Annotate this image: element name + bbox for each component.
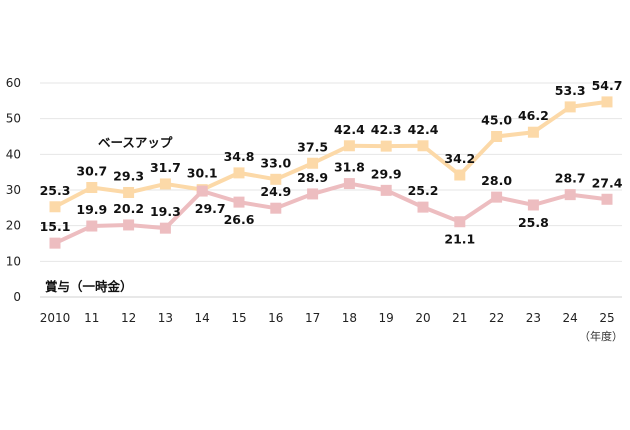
series-1-marker (123, 219, 135, 231)
data-label: 54.7 (592, 78, 623, 93)
series-0-marker (380, 140, 392, 152)
y-tick-label: 50 (6, 112, 21, 126)
data-label: 37.5 (297, 139, 328, 154)
y-tick-label: 10 (6, 254, 21, 268)
series-1-marker (233, 196, 245, 208)
data-label: 42.4 (408, 122, 439, 137)
series-1-marker (527, 199, 539, 211)
series-1-marker (159, 222, 171, 234)
data-label: 31.7 (150, 160, 181, 175)
series-1-marker (601, 193, 613, 205)
series-0-marker (49, 201, 61, 213)
data-label: 31.8 (334, 160, 365, 175)
series-0-marker (343, 140, 355, 152)
series-0-marker (601, 96, 613, 108)
x-tick-label: 14 (195, 311, 210, 325)
x-tick-label: 25 (599, 311, 614, 325)
x-tick-label: 16 (268, 311, 283, 325)
x-tick-label: 2010 (40, 311, 71, 325)
series-1-marker (49, 237, 61, 249)
data-label: 33.0 (260, 155, 291, 170)
x-tick-label: 20 (415, 311, 430, 325)
y-tick-label: 0 (13, 290, 21, 304)
series-1-marker (380, 184, 392, 196)
x-tick-label: 11 (84, 311, 99, 325)
x-tick-label: 13 (158, 311, 173, 325)
series-name-base-up: ベースアップ (98, 135, 173, 150)
y-tick-label: 60 (6, 76, 21, 90)
y-tick-label: 20 (6, 219, 21, 233)
x-tick-label: 19 (379, 311, 394, 325)
series-1-marker (270, 202, 282, 214)
series-name-bonus: 賞与（一時金） (45, 279, 133, 294)
data-label: 19.9 (76, 202, 107, 217)
series-0-marker (564, 101, 576, 113)
data-label: 53.3 (555, 83, 586, 98)
data-label: 20.2 (113, 201, 144, 216)
series-0-marker (233, 167, 245, 179)
data-label: 25.3 (40, 183, 71, 198)
series-1-marker (196, 185, 208, 197)
data-label: 46.2 (518, 108, 549, 123)
data-label: 42.3 (371, 122, 402, 137)
series-1-marker (86, 220, 98, 232)
data-label: 27.4 (592, 175, 623, 190)
data-label: 15.1 (40, 219, 71, 234)
data-label: 26.6 (224, 212, 255, 227)
data-label: 29.3 (113, 168, 144, 183)
series-0-marker (454, 169, 466, 181)
data-label: 42.4 (334, 122, 365, 137)
series-0-marker (270, 173, 282, 185)
series-0-marker (159, 178, 171, 190)
data-label: 25.2 (408, 183, 439, 198)
x-tick-label: 17 (305, 311, 320, 325)
data-labels: 25.3 30.7 29.3 31.7 30.1 34.8 33.0 37.5 42.4 42.3… (40, 78, 623, 247)
x-tick-label: 18 (342, 311, 357, 325)
x-tick-label: 22 (489, 311, 504, 325)
data-label: 24.9 (260, 184, 291, 199)
x-tick-label: 24 (563, 311, 578, 325)
x-tick-label: 23 (526, 311, 541, 325)
data-label: 34.2 (444, 151, 475, 166)
data-label: 29.7 (195, 201, 226, 216)
data-label: 28.9 (297, 170, 328, 185)
series-0-marker (417, 140, 429, 152)
series-0-marker (123, 186, 135, 198)
data-label: 19.3 (150, 204, 181, 219)
data-label: 21.1 (444, 232, 475, 247)
series-0-marker (86, 182, 98, 194)
data-label: 30.1 (187, 166, 218, 181)
series-0-marker (527, 126, 539, 138)
data-label: 30.7 (76, 164, 107, 179)
data-label: 34.8 (224, 149, 255, 164)
y-axis: 0 10 20 30 40 50 60 (6, 76, 21, 304)
y-tick-label: 30 (6, 183, 21, 197)
series-line-0 (54, 99, 608, 209)
data-label: 25.8 (518, 215, 549, 230)
series-group (49, 96, 613, 249)
x-axis-unit: （年度） (579, 329, 623, 343)
series-1-marker (343, 178, 355, 190)
series-1-marker (417, 201, 429, 213)
series-1-marker (307, 188, 319, 200)
series-1-marker (454, 216, 466, 228)
series-0-marker (307, 157, 319, 169)
x-tick-label: 21 (452, 311, 467, 325)
series-0-marker (491, 131, 503, 142)
data-label: 29.9 (371, 166, 402, 181)
series-1-marker (564, 189, 576, 201)
series-line-1 (54, 181, 608, 245)
x-tick-label: 15 (231, 311, 246, 325)
x-tick-label: 12 (121, 311, 136, 325)
series-1-marker (491, 191, 503, 203)
y-tick-label: 40 (6, 147, 21, 161)
data-label: 45.0 (481, 113, 512, 128)
data-label: 28.0 (481, 173, 512, 188)
data-label: 28.7 (555, 171, 586, 186)
x-axis: 2010 11 12 13 14 15 16 17 18 19 20 21 22 23 24 25 (40, 311, 615, 325)
